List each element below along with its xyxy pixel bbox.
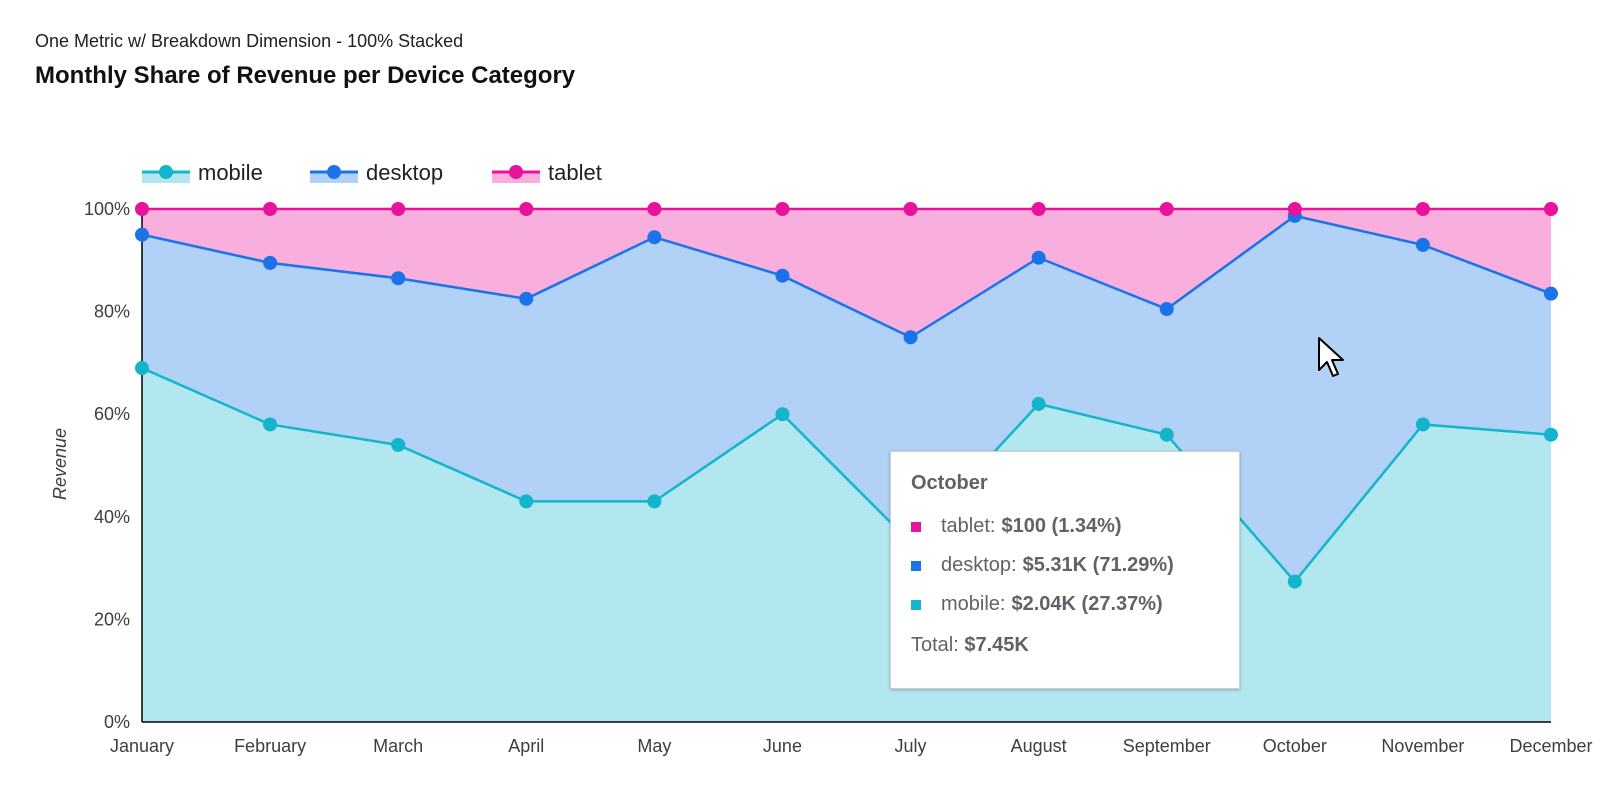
tablet-point-january[interactable] bbox=[135, 202, 149, 216]
x-tick-label: November bbox=[1381, 736, 1464, 756]
desktop-point-december[interactable] bbox=[1544, 286, 1558, 301]
tablet-point-december[interactable] bbox=[1544, 202, 1558, 216]
desktop-point-july[interactable] bbox=[903, 330, 918, 345]
x-tick-label: May bbox=[637, 736, 671, 756]
tablet-point-june[interactable] bbox=[775, 202, 790, 216]
desktop-point-february[interactable] bbox=[263, 255, 278, 270]
mobile-point-june[interactable] bbox=[775, 407, 790, 422]
tablet-point-march[interactable] bbox=[391, 202, 406, 216]
tooltip-row-desktop: desktop: $5.31K (71.29%) bbox=[911, 554, 1219, 577]
chart-subtitle: One Metric w/ Breakdown Dimension - 100%… bbox=[35, 31, 464, 51]
x-tick-label: January bbox=[110, 736, 174, 756]
x-tick-label: July bbox=[895, 736, 927, 756]
desktop-point-april[interactable] bbox=[519, 291, 534, 306]
desktop-point-may[interactable] bbox=[647, 230, 662, 245]
mobile-point-january[interactable] bbox=[135, 361, 149, 376]
legend-label-tablet: tablet bbox=[548, 160, 602, 185]
tablet-swatch bbox=[911, 521, 921, 532]
area-layer bbox=[142, 209, 1551, 722]
tooltip-total-value: $7.45K bbox=[964, 634, 1029, 656]
x-tick-label: February bbox=[234, 736, 306, 756]
tooltip-label: mobile: bbox=[941, 593, 1006, 615]
mobile-point-october[interactable] bbox=[1287, 574, 1302, 589]
tooltip-total-label: Total: bbox=[911, 634, 965, 656]
legend-label-desktop: desktop bbox=[366, 160, 443, 185]
tooltip-title: October bbox=[911, 472, 988, 494]
desktop-point-november[interactable] bbox=[1415, 237, 1430, 252]
x-tick-label: August bbox=[1011, 736, 1067, 756]
tablet-point-november[interactable] bbox=[1415, 202, 1430, 216]
y-tick-label: 0% bbox=[104, 712, 130, 732]
desktop-point-march[interactable] bbox=[391, 271, 406, 286]
tooltip-label: desktop: bbox=[941, 554, 1017, 576]
tooltip-value: $100 (1.34%) bbox=[1001, 515, 1122, 537]
chart-tooltip: October tablet: $100 (1.34%) desktop: $5… bbox=[890, 451, 1240, 689]
tablet-point-april[interactable] bbox=[519, 202, 534, 216]
tooltip-row-mobile: mobile: $2.04K (27.37%) bbox=[911, 593, 1219, 616]
mobile-line bbox=[141, 366, 1552, 584]
desktop-point-august[interactable] bbox=[1031, 250, 1046, 265]
desktop-point-january[interactable] bbox=[135, 227, 149, 242]
desktop-point-september[interactable] bbox=[1159, 302, 1174, 317]
desktop-line bbox=[141, 214, 1552, 339]
x-tick-label: October bbox=[1263, 736, 1327, 756]
tablet-area bbox=[142, 209, 1551, 338]
y-tick-label: 20% bbox=[94, 609, 130, 629]
chart-title: Monthly Share of Revenue per Device Cate… bbox=[35, 62, 576, 89]
mobile-point-may[interactable] bbox=[647, 494, 662, 509]
mobile-swatch bbox=[911, 599, 921, 610]
y-tick-label: 100% bbox=[84, 199, 130, 219]
tablet-point-july[interactable] bbox=[903, 202, 918, 216]
tablet-point-may[interactable] bbox=[647, 202, 662, 216]
mobile-point-november[interactable] bbox=[1415, 417, 1430, 432]
desktop-point-june[interactable] bbox=[775, 268, 790, 283]
desktop-area bbox=[142, 215, 1551, 582]
y-tick-label: 80% bbox=[94, 302, 130, 322]
tooltip-total: Total: $7.45K bbox=[911, 634, 1219, 657]
legend: mobile desktop tablet bbox=[142, 160, 602, 185]
x-tick-label: April bbox=[508, 736, 544, 756]
tooltip-label: tablet: bbox=[941, 515, 996, 537]
x-tick-label: March bbox=[373, 736, 423, 756]
y-axis-title: Revenue bbox=[50, 428, 70, 500]
y-tick-label: 60% bbox=[94, 404, 130, 424]
mobile-point-april[interactable] bbox=[519, 494, 534, 509]
tick-labels: 0% 20% 40% 60% 80% 100% January February March Ap… bbox=[84, 199, 1593, 756]
legend-item-tablet[interactable]: tablet bbox=[492, 160, 602, 185]
tablet-legend-marker bbox=[509, 165, 523, 179]
tablet-point-february[interactable] bbox=[263, 202, 278, 216]
tooltip-row-tablet: tablet: $100 (1.34%) bbox=[911, 515, 1219, 538]
x-tick-label: June bbox=[763, 736, 802, 756]
legend-label-mobile: mobile bbox=[198, 160, 263, 185]
x-tick-label: September bbox=[1123, 736, 1211, 756]
mobile-point-december[interactable] bbox=[1544, 427, 1558, 442]
mobile-legend-marker bbox=[159, 165, 173, 179]
y-tick-label: 40% bbox=[94, 507, 130, 527]
tablet-point-august[interactable] bbox=[1031, 202, 1046, 216]
desktop-swatch bbox=[911, 560, 921, 571]
line-layer bbox=[141, 207, 1552, 584]
legend-item-desktop[interactable]: desktop bbox=[310, 160, 443, 185]
desktop-legend-marker bbox=[327, 165, 341, 179]
mobile-point-february[interactable] bbox=[263, 417, 278, 432]
axis-layer bbox=[141, 209, 1551, 723]
mouse-cursor-icon bbox=[1318, 337, 1344, 377]
x-tick-label: December bbox=[1509, 736, 1592, 756]
tooltip-value: $2.04K (27.37%) bbox=[1011, 593, 1163, 615]
mobile-point-september[interactable] bbox=[1159, 427, 1174, 442]
mobile-point-august[interactable] bbox=[1031, 396, 1046, 411]
tooltip-value: $5.31K (71.29%) bbox=[1022, 554, 1174, 576]
tablet-point-october[interactable] bbox=[1287, 202, 1302, 216]
tablet-point-september[interactable] bbox=[1159, 202, 1174, 216]
mobile-point-march[interactable] bbox=[391, 437, 406, 452]
legend-item-mobile[interactable]: mobile bbox=[142, 160, 263, 185]
